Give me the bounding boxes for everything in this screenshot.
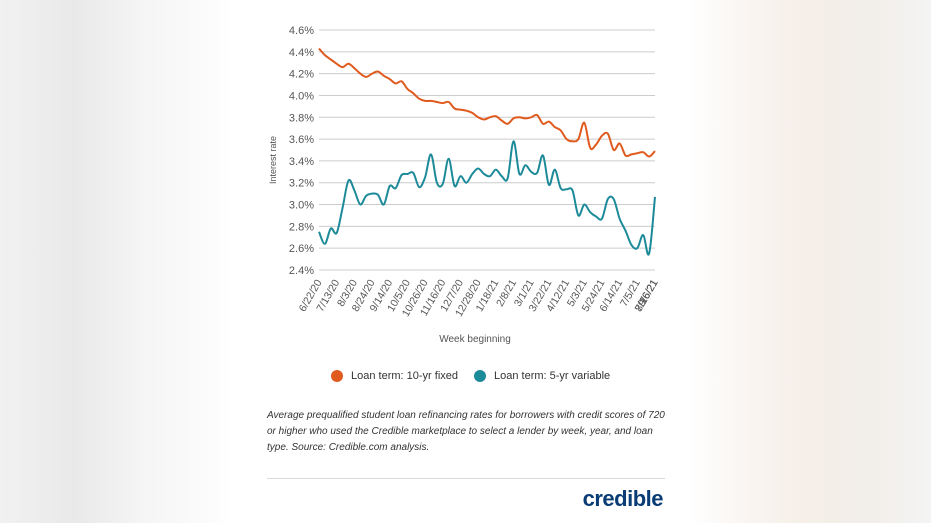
y-tick-label: 2.4% [289,265,314,277]
y-tick-label: 2.6% [289,243,314,255]
x-axis-ticks: 6/22/207/13/208/3/208/24/209/14/2010/5/2… [297,277,661,319]
chart-card: 2.4% 2.6% 2.8% 3.0% 3.2% 3.4% 3.6% 3.8% 4.0% 4.2%… [243,0,687,523]
y-tick-label: 3.2% [289,178,314,190]
credible-logo: credible [582,486,664,511]
y-tick-label: 2.8% [289,221,314,233]
legend-swatch-variable [474,370,486,382]
y-tick-label: 4.4% [289,47,314,59]
y-tick-label: 3.6% [289,134,314,146]
y-tick-label: 3.0% [289,200,314,212]
y-axis-title: Interest rate [268,136,278,184]
y-axis-ticks: 2.4% 2.6% 2.8% 3.0% 3.2% 3.4% 3.6% 3.8% 4.0% 4.2%… [289,25,314,277]
legend-item-variable: Loan term: 5-yr variable [474,370,610,382]
line-chart: 2.4% 2.6% 2.8% 3.0% 3.2% 3.4% 3.6% 3.8% 4.0% 4.2%… [268,25,661,345]
y-tick-label: 3.8% [289,112,314,124]
y-tick-label: 4.2% [289,69,314,81]
grid-lines [319,29,655,271]
chart-caption: Average prequalified student loan refina… [267,410,665,453]
y-tick-label: 4.6% [289,25,314,37]
series-lines [318,47,656,256]
y-tick-label: 4.0% [289,90,314,102]
y-tick-label: 3.4% [289,156,314,168]
legend-label-fixed: Loan term: 10-yr fixed [351,370,458,382]
legend-swatch-fixed [331,370,343,382]
x-axis-title: Week beginning [439,334,511,345]
chart-legend: Loan term: 10-yr fixed Loan term: 5-yr v… [331,367,626,385]
divider [267,478,665,479]
series-line-5yr-variable [318,140,656,256]
legend-label-variable: Loan term: 5-yr variable [494,370,611,382]
series-line-10yr-fixed [318,47,656,158]
legend-item-fixed: Loan term: 10-yr fixed [331,370,458,382]
